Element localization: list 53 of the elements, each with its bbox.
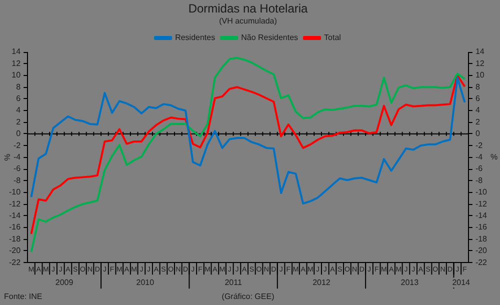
y-tick-label: 10 [12, 70, 22, 80]
y2-tick-label: -22 [475, 258, 488, 267]
y2-tick-label: 12 [475, 58, 485, 68]
y-tick-label: -18 [9, 234, 22, 244]
chart-subtitle: (VH acumulada) [219, 16, 278, 26]
y-tick-label: -2 [13, 140, 22, 150]
y-tick-label: -22 [9, 258, 22, 267]
chart-title: Dormidas na Hotelaria [188, 2, 308, 16]
y2-tick-label: -6 [475, 164, 484, 174]
text: (Gráfico: GEE) [222, 292, 275, 302]
y2-tick-label: -20 [475, 246, 488, 256]
text: 2012 [312, 278, 331, 287]
text: 2009 [55, 278, 74, 287]
text: 2014 [452, 278, 471, 287]
y-axis-title: % [3, 154, 12, 161]
y2-tick-label: 8 [475, 82, 480, 92]
y2-tick-label: 0 [475, 129, 480, 138]
y-tick-label: 12 [12, 58, 22, 68]
y-tick-label: -14 [9, 211, 22, 220]
y-tick-label: 2 [16, 117, 22, 126]
y2-tick-label: -2 [475, 140, 484, 150]
y-tick-label: -6 [13, 164, 22, 174]
y-tick-label: 8 [16, 82, 22, 92]
y2-tick-label: -12 [475, 199, 488, 208]
text: 2013 [400, 278, 420, 287]
y2-tick-label: -16 [475, 222, 488, 232]
y-tick-label: 0 [16, 129, 22, 138]
y2-tick-label: 14 [475, 47, 485, 56]
y-tick-label: -10 [9, 188, 22, 197]
y2-axis-title: % [490, 152, 498, 162]
y2-tick-label: -14 [475, 211, 488, 220]
y-tick-label: -8 [13, 176, 22, 185]
text: 2010 [136, 278, 155, 287]
text: 2011 [224, 278, 242, 287]
y2-tick-label: -4 [475, 152, 484, 162]
y-tick-label: 6 [16, 94, 22, 104]
legend-label: Total [324, 33, 342, 42]
y-tick-label: -4 [13, 152, 22, 162]
y2-tick-label: 10 [475, 70, 485, 80]
y-tick-label: 14 [12, 47, 22, 56]
y-tick-label: 4 [16, 106, 22, 115]
y2-tick-label: -8 [475, 176, 484, 185]
y2-tick-label: 6 [475, 94, 480, 104]
y-tick-label: -12 [9, 199, 22, 208]
y2-tick-label: 2 [475, 117, 480, 126]
y-tick-label: -20 [9, 246, 22, 256]
y2-tick-label: -10 [475, 188, 488, 197]
legend-label: Não Residentes [241, 33, 298, 42]
source-note: Fonte: INE [4, 292, 42, 302]
y2-tick-label: -18 [475, 234, 488, 244]
legend-label: Residentes [175, 33, 216, 42]
y-tick-label: -16 [9, 222, 22, 232]
y2-tick-label: 4 [475, 106, 480, 115]
